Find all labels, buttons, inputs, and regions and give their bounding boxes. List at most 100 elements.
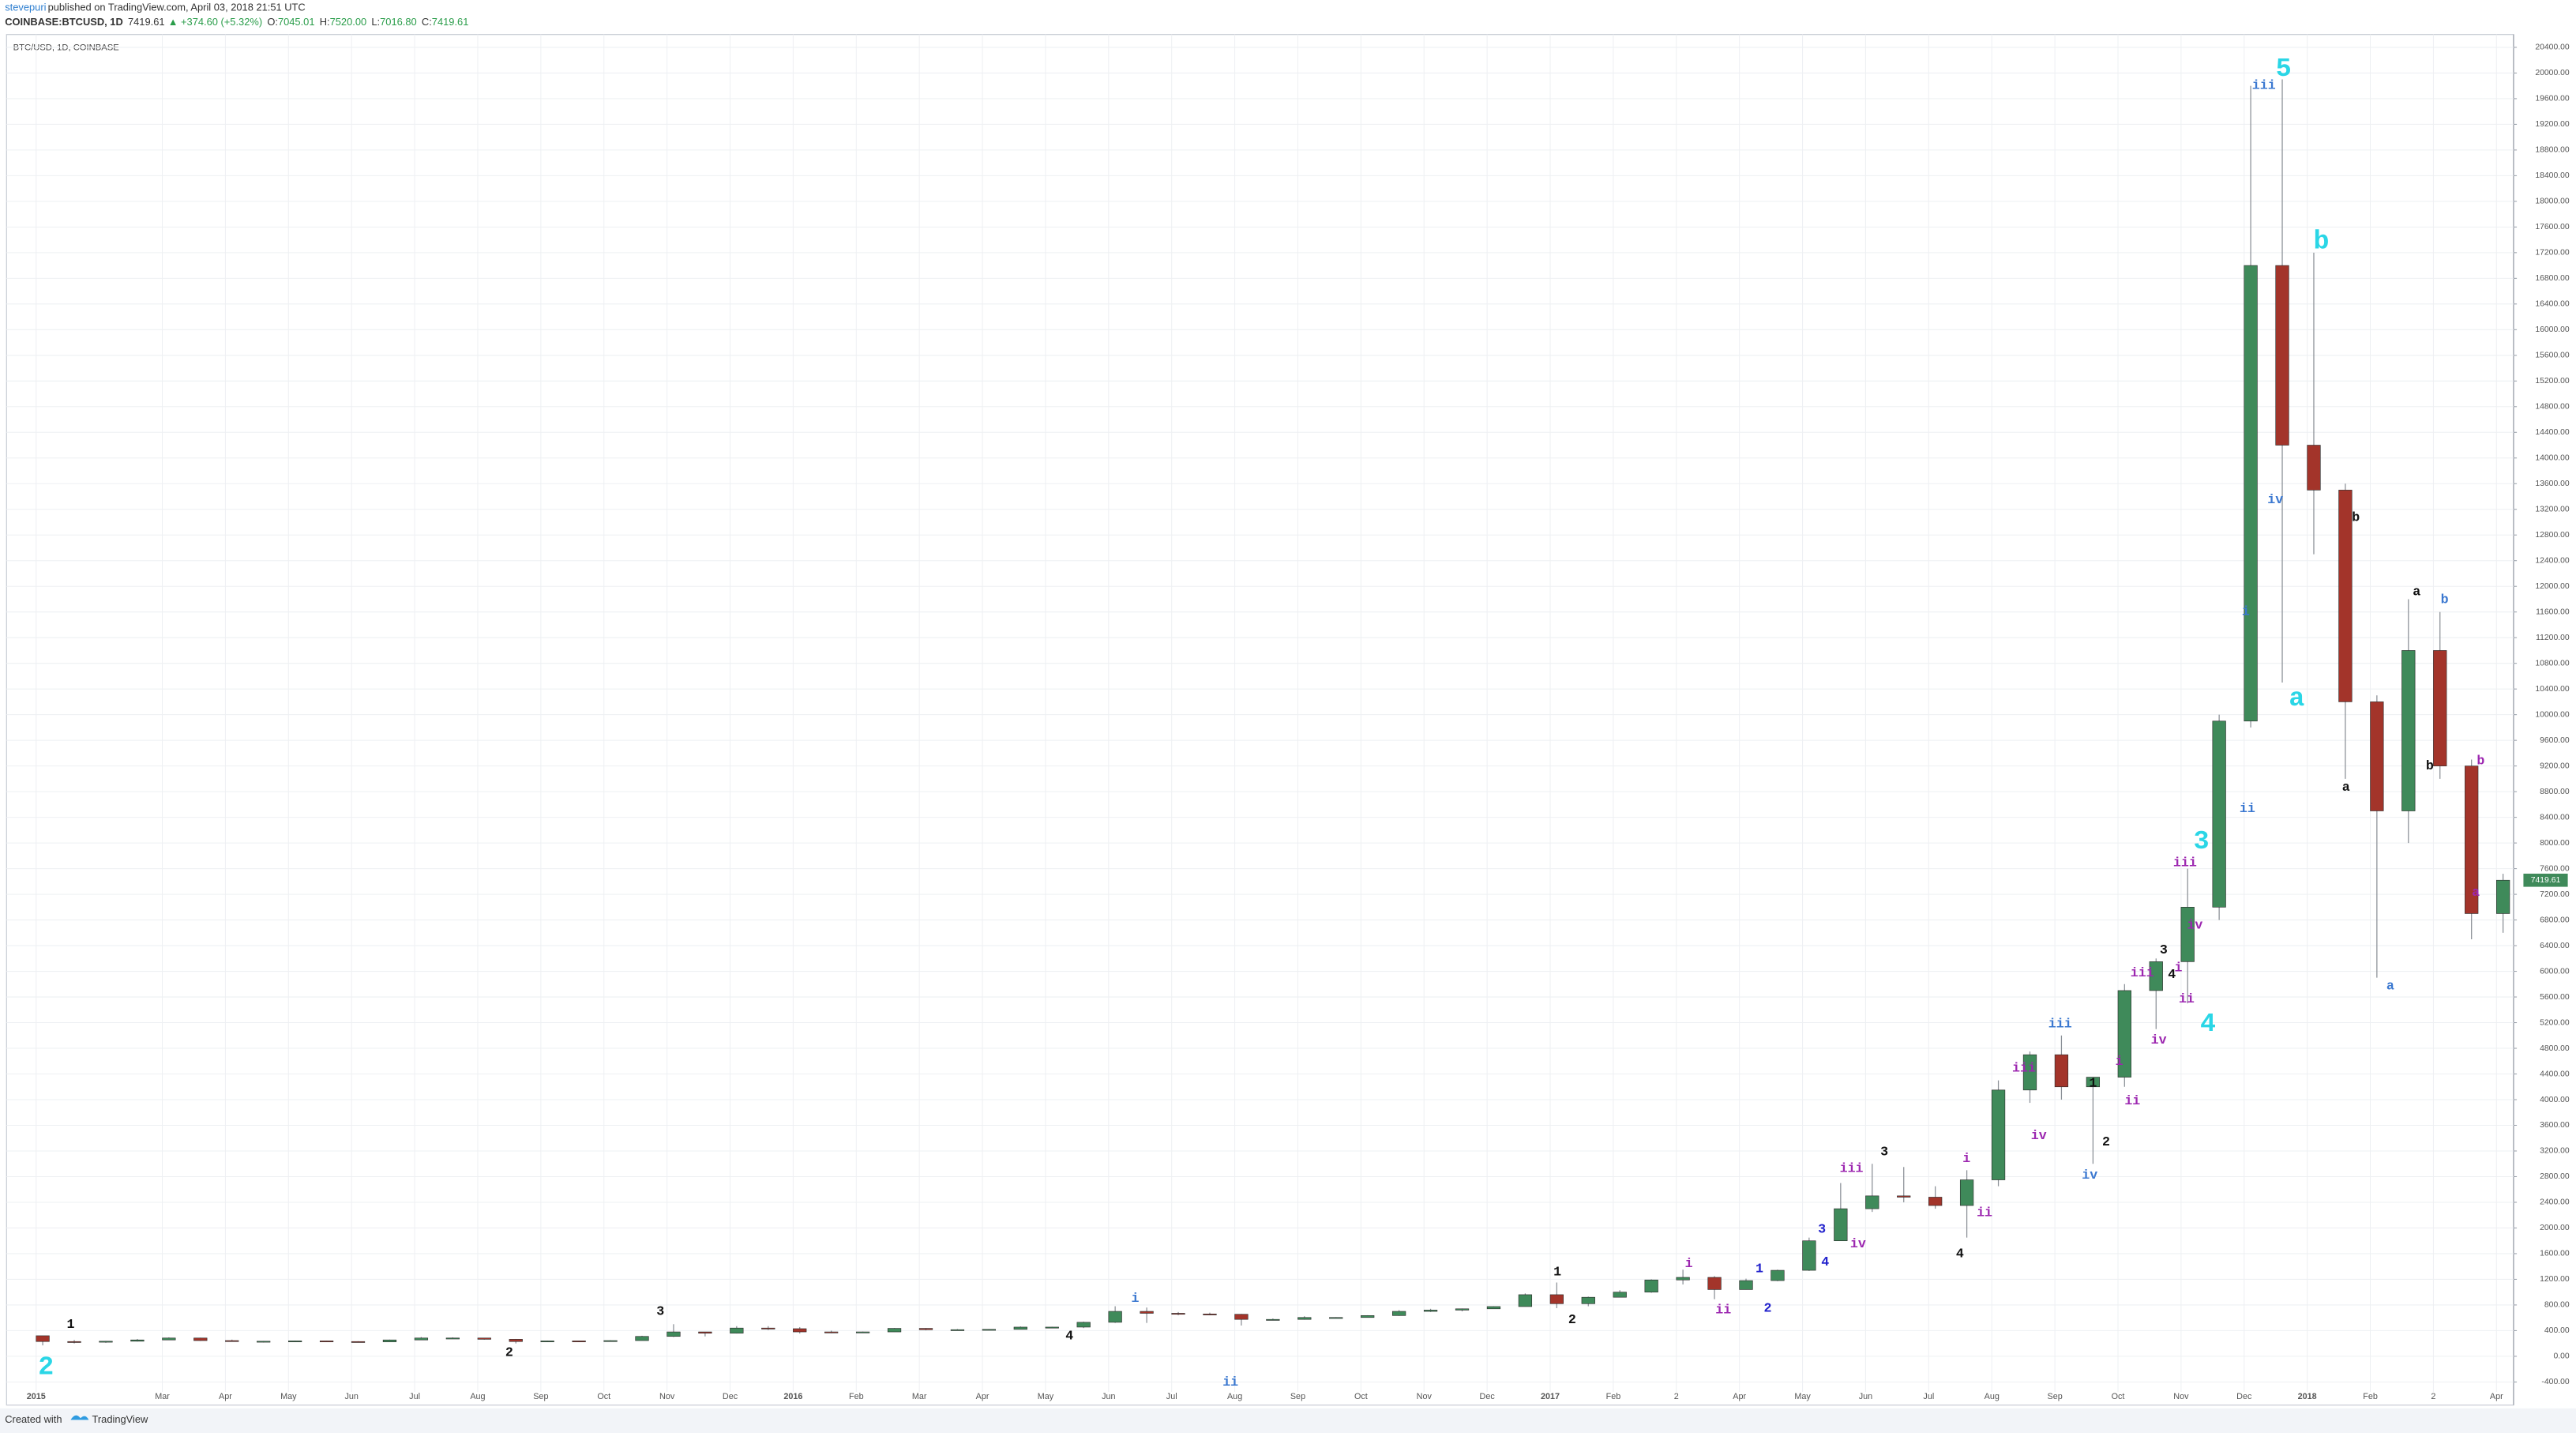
wave-label: a <box>2413 584 2420 599</box>
wave-label: iii <box>1840 1160 1864 1175</box>
x-tick-label: 2018 <box>2298 1392 2317 1401</box>
candle-body <box>2433 650 2447 766</box>
candle-body <box>1676 1277 1690 1281</box>
y-tick-label: 8000.00 <box>2540 839 2570 848</box>
y-tick-label: 6000.00 <box>2540 967 2570 976</box>
candle-body <box>1297 1317 1312 1320</box>
y-tick-label: -400.00 <box>2541 1378 2569 1386</box>
y-tick-label: 15600.00 <box>2535 352 2570 360</box>
y-tick-label: 17200.00 <box>2535 249 2570 258</box>
wave-label: b <box>2426 758 2434 773</box>
candle-body <box>1928 1197 1943 1206</box>
y-tick-label: 11600.00 <box>2536 607 2570 616</box>
candle-body <box>1834 1208 1848 1242</box>
y-tick-label: 3200.00 <box>2540 1147 2570 1156</box>
x-tick-label: 2015 <box>27 1392 46 1401</box>
y-tick-label: 9600.00 <box>2540 736 2570 745</box>
candle-body <box>1203 1313 1217 1315</box>
y-tick-label: 12000.00 <box>2535 582 2570 591</box>
wave-label: a <box>2386 979 2394 994</box>
candle-body <box>1581 1296 1595 1304</box>
candle-body <box>635 1336 649 1341</box>
y-tick-label: 13200.00 <box>2535 505 2570 513</box>
wave-label: ii <box>2179 991 2195 1006</box>
x-tick-label: Nov <box>659 1392 675 1401</box>
header-line-1: stevepuri published on TradingView.com, A… <box>5 2 305 13</box>
wave-label: 3 <box>656 1303 664 1318</box>
wave-label: 1 <box>1756 1261 1763 1276</box>
x-tick-label: Oct <box>597 1392 610 1401</box>
wave-label: iv <box>2082 1168 2097 1183</box>
footer-brand[interactable]: TradingView <box>92 1413 149 1425</box>
candle-body <box>730 1327 744 1333</box>
candle-body <box>1486 1306 1501 1310</box>
candle-body <box>1076 1322 1091 1328</box>
x-tick-label: Oct <box>2112 1392 2125 1401</box>
footer-bar <box>0 1408 2576 1433</box>
y-tick-label: 11200.00 <box>2536 634 2570 642</box>
x-tick-label: Mar <box>912 1392 927 1401</box>
candle-body <box>2086 1077 2101 1088</box>
wave-label: 2 <box>505 1345 513 1360</box>
x-tick-label: Apr <box>976 1392 989 1401</box>
candle-body <box>1549 1294 1564 1304</box>
y-tick-label: 8800.00 <box>2540 788 2570 796</box>
x-tick-label: Aug <box>470 1392 485 1401</box>
header-line-2: COINBASE:BTCUSD, 1D 7419.61 ▲ +374.60 (+5.… <box>5 17 468 28</box>
x-tick-label: 2 <box>2431 1392 2435 1401</box>
candle-body <box>1455 1308 1470 1311</box>
candle-body <box>2275 265 2289 446</box>
y-tick-label: 16000.00 <box>2535 325 2570 334</box>
x-tick-label: Sep <box>2048 1392 2063 1401</box>
wave-label: b <box>2352 510 2360 525</box>
y-tick-label: 2000.00 <box>2540 1224 2570 1232</box>
ohlc-label: L: <box>371 17 380 28</box>
candle-body <box>2054 1054 2069 1088</box>
wave-label: 2 <box>38 1352 54 1382</box>
x-tick-label: Jul <box>1923 1392 1934 1401</box>
x-tick-label: May <box>1794 1392 1811 1401</box>
y-tick-label: 15200.00 <box>2535 377 2570 386</box>
candle-body <box>67 1341 81 1343</box>
candle-body <box>1707 1277 1722 1290</box>
wave-label: 1 <box>2089 1075 2097 1090</box>
candle-body <box>2307 445 2321 491</box>
wave-label: 4 <box>2200 1009 2216 1039</box>
candle-body <box>1234 1314 1249 1320</box>
footer-text: Created with <box>5 1413 62 1425</box>
x-tick-label: Apr <box>2490 1392 2503 1401</box>
y-tick-label: 400.00 <box>2544 1326 2570 1335</box>
wave-label: 3 <box>1880 1145 1888 1160</box>
candle-body <box>2370 701 2384 811</box>
candle-body <box>193 1337 208 1341</box>
x-tick-label: Aug <box>1985 1392 2000 1401</box>
candle-body <box>2495 879 2510 914</box>
wave-label: iii <box>2048 1016 2072 1031</box>
candle-body <box>1739 1280 1753 1290</box>
author[interactable]: stevepuri <box>5 2 46 13</box>
wave-label: iii <box>2131 965 2154 980</box>
candle-body <box>2465 765 2479 914</box>
candle-body <box>2212 720 2226 908</box>
candle-body <box>1959 1179 1974 1206</box>
wave-label: 1 <box>66 1317 74 1332</box>
wave-label: 4 <box>2168 967 2176 982</box>
x-tick-label: May <box>1038 1392 1054 1401</box>
y-tick-label: 19200.00 <box>2535 120 2570 129</box>
candle-body <box>2338 490 2353 702</box>
wave-label: 2 <box>1568 1312 1576 1327</box>
x-tick-label: Jun <box>344 1392 358 1401</box>
wave-label: 2 <box>1763 1300 1771 1315</box>
grid <box>6 34 2514 1392</box>
ohlc-value: 7419.61 <box>432 17 469 28</box>
wave-label: 4 <box>1821 1254 1829 1269</box>
y-tick-label: 4400.00 <box>2540 1070 2570 1078</box>
candle-body <box>1518 1294 1533 1307</box>
candle-body <box>1613 1292 1627 1298</box>
candle-body <box>1644 1279 1658 1292</box>
y-tick-label: 18000.00 <box>2535 197 2570 206</box>
candle-body <box>99 1341 113 1343</box>
symbol: COINBASE:BTCUSD, 1D <box>5 17 123 28</box>
y-tick-label: 20000.00 <box>2535 69 2570 77</box>
y-tick-label: 9200.00 <box>2540 762 2570 770</box>
